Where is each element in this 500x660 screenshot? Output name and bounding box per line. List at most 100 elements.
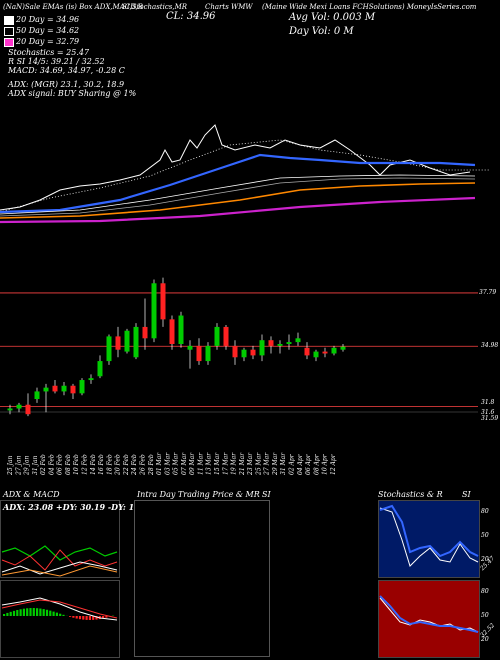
candle-body bbox=[223, 326, 229, 346]
macd-histogram-bar bbox=[26, 608, 29, 616]
chart-title-left: (NaN)Sale EMAs (is) Box ADX,MACD,R bbox=[3, 3, 143, 11]
macd-line bbox=[1, 597, 118, 621]
main-price-chart: 25 Jan 27 Jan 29 Jan 31 Jan 02 Feb 04 Feb 06 F… bbox=[0, 124, 490, 476]
intraday-si: SI bbox=[262, 490, 271, 499]
chart-title-mid: SI,Stochastics,MR bbox=[122, 3, 188, 11]
candle-body bbox=[241, 349, 247, 358]
macd-histogram-bar bbox=[42, 609, 45, 616]
legend-swatch-ema20 bbox=[4, 15, 14, 25]
candle-body bbox=[286, 342, 292, 344]
ema-20-line bbox=[0, 174, 476, 215]
date-tick-label: 15 Mar bbox=[214, 452, 221, 475]
date-tick-label: 04 Apr bbox=[297, 453, 304, 475]
candle-body bbox=[250, 349, 256, 356]
date-tick-label: 27 Jan bbox=[15, 455, 22, 476]
candle-body bbox=[340, 346, 346, 350]
stoch-axis-20: 20 bbox=[481, 556, 489, 563]
macd-histogram-bar bbox=[16, 610, 19, 616]
date-tick-label: 20 Feb bbox=[115, 454, 122, 476]
date-tick-label: 22 Feb bbox=[123, 454, 130, 476]
date-tick-label: 31 Mar bbox=[280, 452, 287, 475]
ema-50-line bbox=[0, 177, 476, 217]
date-tick-label: 02 Apr bbox=[289, 453, 296, 475]
macd-histogram-bar bbox=[39, 608, 42, 616]
candle-body bbox=[151, 283, 157, 339]
candle-body bbox=[70, 385, 76, 394]
macd-histogram-bar bbox=[19, 609, 22, 616]
rsi-panel bbox=[378, 580, 480, 658]
candle-body bbox=[52, 385, 58, 392]
date-tick-label: 25 Mar bbox=[255, 452, 262, 476]
date-tick-label: 27 Mar bbox=[264, 452, 271, 476]
stoch-axis-50: 50 bbox=[481, 532, 489, 539]
macd-histogram-bar bbox=[92, 616, 95, 620]
legend-item-ema200: 20 Day = 32.79 bbox=[4, 37, 79, 47]
macd-histogram-bar bbox=[105, 616, 108, 618]
ema-100-line bbox=[0, 182, 476, 219]
candle-body bbox=[16, 404, 22, 409]
price-line bbox=[0, 124, 471, 211]
macd-histogram-bar bbox=[49, 610, 52, 616]
ema-lines bbox=[0, 124, 490, 224]
date-tick-label: 08 Feb bbox=[65, 454, 72, 475]
date-tick-label: 12 Feb bbox=[82, 454, 89, 475]
adx-macd-title: ADX & MACD bbox=[3, 490, 60, 499]
candle-body bbox=[178, 315, 184, 344]
candle-body bbox=[142, 326, 148, 339]
stoch-axis-80: 80 bbox=[481, 508, 489, 515]
stochastics-si: SI bbox=[462, 490, 471, 499]
date-tick-label: 28 Feb bbox=[148, 454, 155, 476]
price-level-5: 31.59 bbox=[481, 415, 499, 422]
adx-plus-di bbox=[1, 545, 118, 561]
candle-body bbox=[196, 345, 202, 362]
candle-body bbox=[214, 326, 220, 346]
legend-swatch-ema200 bbox=[4, 37, 14, 47]
macd-histogram-bar bbox=[55, 612, 58, 616]
adx-panel-readout: ADX: 23.08 +DY: 30.19 -DY: 18.57 bbox=[3, 502, 154, 512]
candle-body bbox=[322, 351, 328, 354]
date-tick-label: 19 Mar bbox=[231, 452, 238, 475]
rsi-lines bbox=[379, 595, 479, 633]
chart-title-ticker: Charts WMW bbox=[205, 3, 253, 11]
close-price-label: CL: 34.96 bbox=[166, 11, 216, 22]
candle-body bbox=[88, 378, 94, 381]
stochastics-panel bbox=[378, 500, 480, 578]
intraday-panel bbox=[134, 500, 270, 657]
stochastic-lines bbox=[379, 504, 479, 567]
candle-body bbox=[25, 404, 31, 415]
date-tick-label: 25 Jan bbox=[7, 455, 14, 476]
date-tick-label: 11 Mar bbox=[197, 452, 204, 475]
candle-body bbox=[304, 347, 310, 356]
date-tick-label: 13 Mar bbox=[206, 452, 213, 475]
date-tick-label: 06 Apr bbox=[305, 453, 312, 475]
date-tick-label: 12 Apr bbox=[330, 453, 337, 475]
macd-histogram-bar bbox=[29, 608, 32, 616]
date-tick-label: 10 Apr bbox=[322, 453, 329, 475]
date-tick-label: 03 Mar bbox=[164, 452, 171, 475]
date-tick-label: 26 Feb bbox=[139, 454, 146, 476]
candlesticks bbox=[7, 277, 346, 417]
stoch-d bbox=[379, 504, 479, 558]
candle-body bbox=[124, 330, 130, 352]
rsi-axis-50: 50 bbox=[481, 612, 489, 619]
candle-body bbox=[97, 361, 103, 377]
macd-histogram-bar bbox=[82, 616, 85, 620]
candle-body bbox=[331, 347, 337, 354]
day-volume-label: Day Vol: 0 M bbox=[289, 26, 354, 37]
candle-body bbox=[115, 336, 121, 350]
date-tick-label: 18 Feb bbox=[106, 454, 113, 475]
adx-panel bbox=[0, 500, 120, 578]
macd-histogram-bar bbox=[102, 616, 105, 619]
price-level-3: 31.8 bbox=[481, 399, 495, 406]
date-tick-label: 08 Apr bbox=[313, 453, 320, 475]
avg-volume-label: Avg Vol: 0.003 M bbox=[289, 12, 376, 23]
macd-histogram-bar bbox=[78, 616, 82, 620]
candle-body bbox=[7, 408, 13, 411]
macd-histogram-bar bbox=[6, 612, 9, 616]
ema-blue-line bbox=[0, 153, 476, 214]
price-level-1: 37.79 bbox=[479, 289, 497, 296]
rsi-axis-20: 20 bbox=[481, 636, 489, 643]
candle-body bbox=[313, 351, 319, 358]
candle-body bbox=[187, 345, 193, 350]
